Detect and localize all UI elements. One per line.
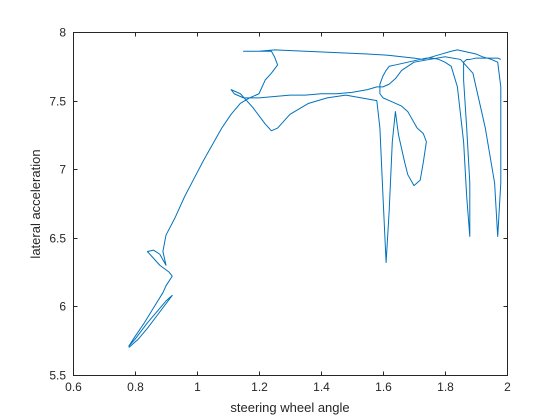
y-tick-label-1: 6: [59, 300, 66, 314]
plot-background: [73, 32, 507, 375]
ticks-layer: 0.6 0.8 1 1.2 1.4 1.6 1.8 2 5.5 6 6.5 7 7.5 8: [49, 26, 511, 395]
x-tick-label-7: 2: [504, 380, 511, 394]
y-axis-label: lateral acceleration: [28, 149, 43, 258]
y-tick-label-5: 8: [59, 26, 66, 40]
x-tick-label-6: 1.8: [437, 380, 454, 394]
x-tick-label-3: 1.2: [251, 380, 268, 394]
axes-layer: [73, 32, 508, 376]
series-line-1: [128, 49, 502, 348]
y-tick-label-2: 6.5: [49, 232, 66, 246]
y-tick-label-4: 7.5: [49, 95, 66, 109]
series-layer: [128, 49, 502, 348]
x-tick-label-2: 1: [194, 380, 201, 394]
x-axis-label: steering wheel angle: [230, 400, 349, 415]
x-tick-label-5: 1.6: [375, 380, 392, 394]
axes-box: [73, 32, 508, 376]
y-tick-label-3: 7: [59, 163, 66, 177]
x-tick-label-1: 0.8: [127, 380, 144, 394]
y-tick-label-0: 5.5: [49, 369, 66, 383]
x-tick-label-4: 1.4: [313, 380, 330, 394]
x-tick-label-0: 0.6: [65, 380, 82, 394]
